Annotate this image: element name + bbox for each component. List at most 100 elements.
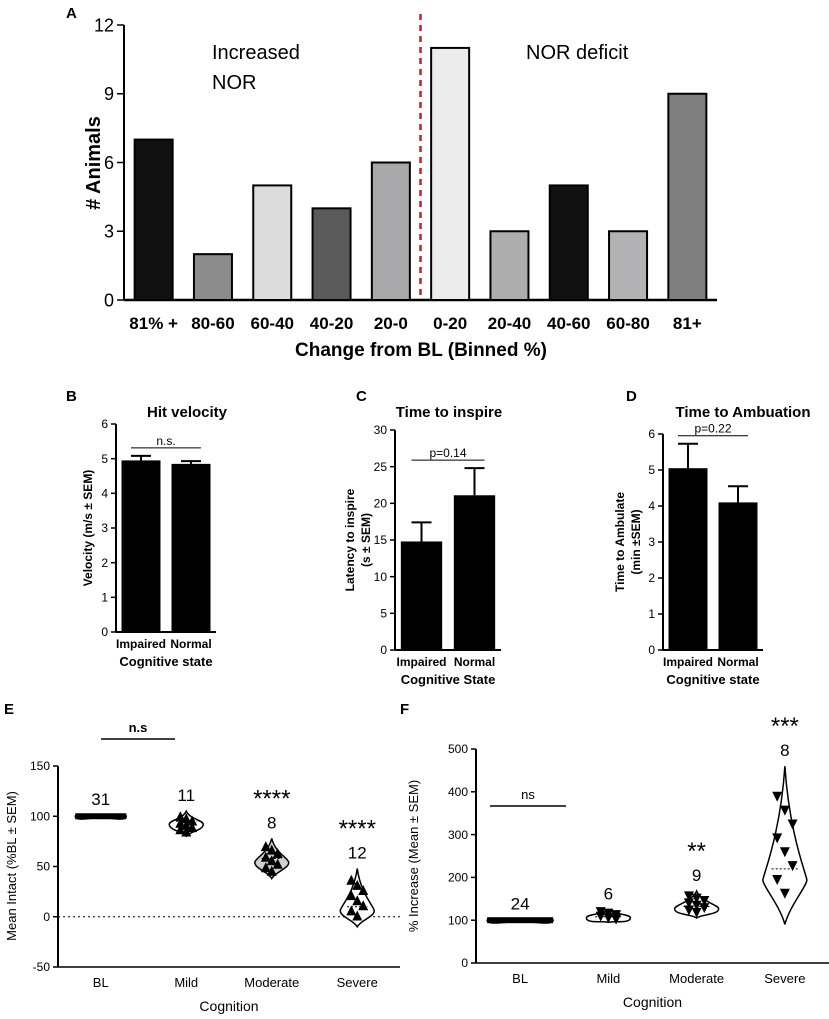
- y-tick-label: -50: [33, 960, 51, 974]
- data-point: [175, 817, 186, 828]
- data-point: [699, 896, 710, 907]
- y-tick-label: 5: [101, 452, 108, 466]
- y-tick-label: 300: [448, 828, 468, 842]
- data-point: [787, 861, 798, 872]
- significance-label: p=0.14: [429, 446, 466, 460]
- significance-stars: ****: [253, 785, 290, 812]
- data-point: [187, 822, 198, 833]
- x-axis-label: Cognitive state: [119, 654, 212, 669]
- data-point: [603, 913, 614, 924]
- n-label: 24: [511, 894, 530, 913]
- violin: [762, 766, 808, 925]
- n-label: 6: [604, 885, 613, 904]
- y-tick-label: 0: [380, 643, 387, 657]
- x-axis-label: Cognitive state: [666, 672, 759, 687]
- data-point: [260, 841, 271, 852]
- data-point: [346, 874, 357, 885]
- x-tick-label: 40-60: [547, 314, 590, 333]
- y-tick-label: 5: [648, 463, 655, 477]
- significance-label: p=0.22: [694, 422, 731, 436]
- x-tick-label: Normal: [454, 655, 495, 669]
- y-axis-label-line1: Time to Ambulate: [613, 492, 627, 592]
- data-point: [266, 855, 277, 866]
- x-axis-label: Cognition: [199, 998, 258, 1014]
- data-point: [779, 888, 790, 899]
- bar: [668, 468, 708, 650]
- y-tick-label: 30: [374, 423, 388, 437]
- x-axis-label: Cognition: [623, 994, 682, 1010]
- data-point: [772, 833, 783, 844]
- x-tick-label: BL: [512, 971, 528, 986]
- x-tick-label: 60-40: [251, 314, 294, 333]
- bar: [400, 541, 443, 650]
- bar: [171, 463, 211, 632]
- data-point: [175, 811, 186, 822]
- x-tick-label: Moderate: [669, 971, 724, 986]
- y-tick-label: 6: [648, 427, 655, 441]
- x-axis-label: Cognitive State: [401, 672, 496, 687]
- y-axis-label-line1: Latency to inspire: [343, 488, 357, 591]
- panel-letter: B: [66, 388, 77, 405]
- bar: [453, 495, 496, 650]
- data-point: [779, 805, 790, 816]
- bar: [430, 46, 471, 301]
- data-point: [175, 824, 186, 835]
- data-point: [358, 885, 369, 896]
- data-point: [352, 895, 363, 906]
- y-tick-label: 1: [648, 607, 655, 621]
- data-point: [266, 844, 277, 855]
- y-tick-label: 400: [448, 785, 468, 799]
- panel-title: Time to inspire: [396, 404, 502, 421]
- n-label: 11: [177, 786, 195, 805]
- x-tick-label: 0-20: [433, 314, 467, 333]
- bar: [489, 230, 530, 301]
- panel-c: C Time to inspire 0 5 10 15 20 25 30 Impaired Norm…: [343, 388, 502, 687]
- annotation-nor-deficit: NOR deficit: [526, 42, 629, 64]
- annotation-nor: NOR: [212, 72, 256, 94]
- data-point: [352, 910, 363, 921]
- panel-f: F 0 100 200 300 400 500 24 BL 6 Mild 9** Moderate 8**…: [400, 701, 829, 1010]
- bar: [548, 184, 589, 302]
- data-point: [260, 851, 271, 862]
- panel-letter: F: [400, 701, 409, 718]
- n-label: 8: [267, 813, 276, 832]
- bar: [370, 161, 411, 301]
- data-point: [346, 905, 357, 916]
- significance-stars: **: [687, 838, 706, 865]
- y-tick-label: 3: [104, 222, 114, 242]
- x-tick-label: 80-60: [191, 314, 234, 333]
- y-tick-label: 2: [648, 571, 655, 585]
- data-point: [187, 815, 198, 826]
- x-tick-label: 40-20: [310, 314, 353, 333]
- data-point: [272, 848, 283, 859]
- y-tick-label: 1: [101, 591, 108, 605]
- x-tick-label: Impaired: [116, 637, 166, 651]
- bar: [718, 502, 758, 650]
- data-point: [772, 791, 783, 802]
- y-axis-label-line2: (s ± SEM): [359, 513, 373, 567]
- panel-a: A 0 3 6 9 12 81% + 80-60 60-40 40-20 20-0 0-20 20-40…: [66, 5, 717, 361]
- x-tick-label: 60-80: [606, 314, 649, 333]
- y-tick-label: 20: [374, 497, 388, 511]
- y-tick-label: 100: [30, 809, 50, 823]
- x-tick-label: Severe: [337, 975, 378, 990]
- bar: [121, 460, 161, 632]
- data-point: [691, 893, 702, 904]
- y-tick-label: 15: [374, 533, 388, 547]
- y-tick-label: 150: [30, 759, 50, 773]
- data-point: [595, 911, 606, 922]
- x-tick-label: 81% +: [129, 314, 178, 333]
- bar: [311, 207, 352, 301]
- panel-d: D Time to Ambuation 0 1 2 3 4 5 6 Impaired Normal p…: [613, 388, 811, 687]
- x-tick-label: 20-0: [374, 314, 408, 333]
- bar: [608, 230, 649, 301]
- y-tick-label: 200: [448, 871, 468, 885]
- y-axis-label: # Animals: [83, 116, 105, 210]
- data-point: [260, 862, 271, 873]
- x-axis-label: Change from BL (Binned %): [295, 340, 547, 361]
- n-label: 31: [91, 790, 110, 809]
- data-point: [779, 847, 790, 858]
- y-tick-label: 3: [648, 535, 655, 549]
- y-axis-label-line2: (min ±SEM): [629, 509, 643, 574]
